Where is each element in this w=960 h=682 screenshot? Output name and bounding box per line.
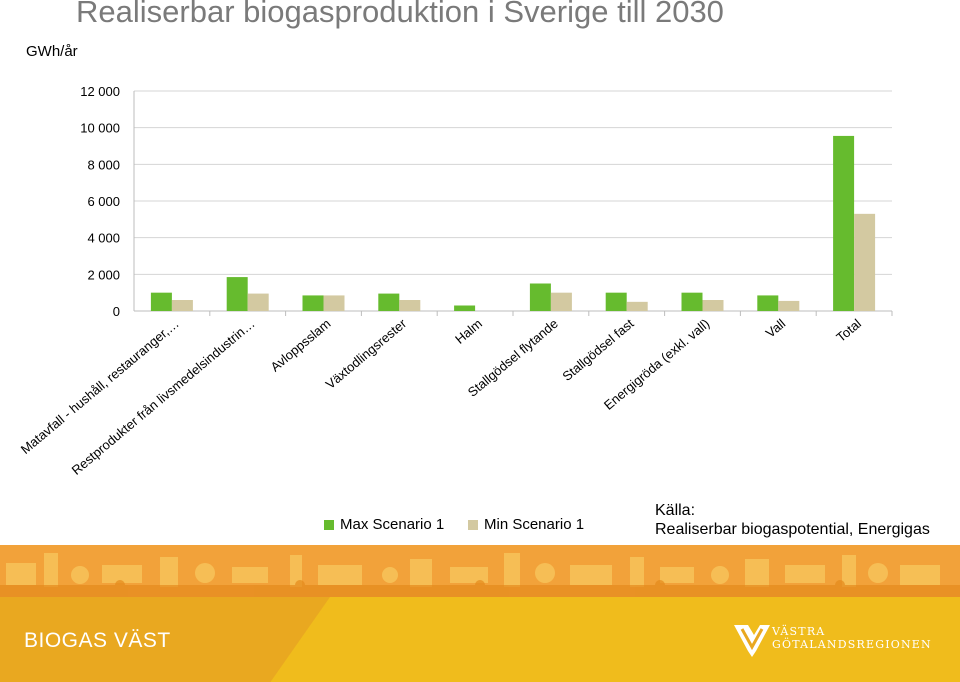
bar-min-scenario bbox=[854, 213, 876, 311]
chart-title: Realiserbar biogasproduktion i Sverige t… bbox=[76, 0, 724, 29]
y-axis-unit-label: GWh/år bbox=[26, 43, 78, 60]
bar-max-scenario bbox=[529, 283, 551, 311]
bar-min-scenario bbox=[399, 300, 421, 311]
bar-max-scenario bbox=[302, 295, 324, 311]
y-tick-label: 0 bbox=[113, 304, 120, 319]
logo-line-1: VÄSTRA bbox=[772, 625, 826, 638]
decorative-illustration-strip bbox=[0, 545, 960, 597]
bar-max-scenario bbox=[378, 293, 400, 311]
x-tick-label: Matavfall - hushåll, restauranger,… bbox=[18, 316, 182, 457]
footer-banner bbox=[0, 597, 960, 682]
bar-min-scenario bbox=[323, 295, 345, 311]
legend-swatch-min bbox=[468, 519, 478, 530]
source-note: Källa: Realiserbar biogaspotential, Ener… bbox=[655, 501, 930, 539]
bar-max-scenario bbox=[226, 277, 248, 311]
logo-line-2: GÖTALANDSREGIONEN bbox=[772, 638, 932, 651]
bar-min-scenario bbox=[171, 300, 193, 311]
bar-max-scenario bbox=[454, 305, 476, 311]
regional-logo-icon bbox=[734, 625, 770, 657]
legend-label-max: Max Scenario 1 bbox=[340, 516, 445, 533]
y-tick-label: 4 000 bbox=[87, 231, 120, 246]
bar-max-scenario bbox=[150, 292, 172, 311]
x-tick-label: Växtodlingsrester bbox=[323, 315, 410, 391]
source-text: Realiserbar biogaspotential, Energigas bbox=[655, 521, 930, 538]
x-tick-label: Halm bbox=[452, 316, 485, 347]
x-tick-label: Total bbox=[833, 316, 864, 345]
bar-max-scenario bbox=[605, 292, 627, 311]
legend-swatch-max bbox=[324, 519, 334, 530]
x-tick-label: Vall bbox=[763, 316, 789, 341]
y-tick-label: 6 000 bbox=[87, 194, 120, 209]
x-tick-label: Stallgödsel fast bbox=[559, 316, 636, 384]
bar-min-scenario bbox=[778, 300, 800, 311]
illustration-silhouettes bbox=[0, 553, 960, 597]
y-tick-label: 8 000 bbox=[87, 157, 120, 172]
bar-min-scenario bbox=[626, 301, 648, 311]
bar-max-scenario bbox=[833, 135, 855, 311]
bar-max-scenario bbox=[681, 292, 703, 311]
y-tick-label: 12 000 bbox=[80, 84, 120, 99]
bar-chart: 0 2 000 4 000 6 000 8 000 10 000 12 000 Matavfa… bbox=[18, 84, 893, 478]
brand-name: BIOGAS VÄST bbox=[24, 629, 171, 652]
bar-min-scenario bbox=[702, 300, 724, 311]
bar-min-scenario bbox=[550, 292, 572, 311]
y-tick-label: 2 000 bbox=[87, 267, 120, 282]
source-label: Källa: bbox=[655, 502, 696, 519]
logo-wordmark: VÄSTRA GÖTALANDSREGIONEN bbox=[772, 625, 932, 651]
bar-max-scenario bbox=[757, 295, 779, 311]
bar-min-scenario bbox=[247, 293, 269, 311]
x-tick-label: Avloppsslam bbox=[268, 316, 334, 375]
legend-item-max: Max Scenario 1 bbox=[324, 516, 444, 533]
legend-label-min: Min Scenario 1 bbox=[484, 516, 585, 533]
legend-item-min: Min Scenario 1 bbox=[468, 516, 584, 533]
y-tick-label: 10 000 bbox=[80, 121, 120, 136]
